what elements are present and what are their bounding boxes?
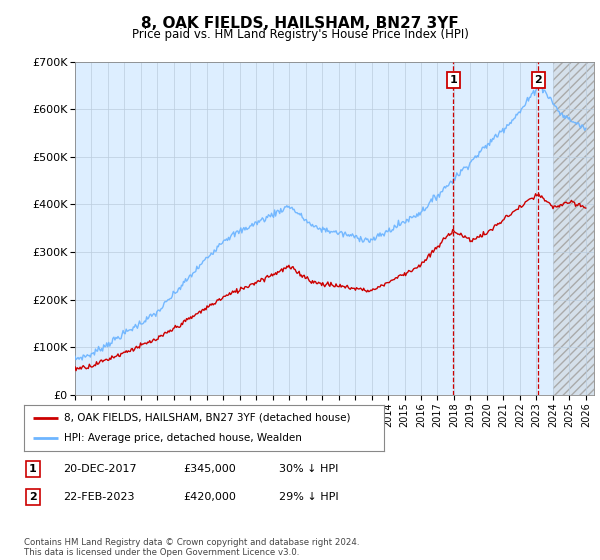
Text: 20-DEC-2017: 20-DEC-2017	[63, 464, 137, 474]
Text: 1: 1	[29, 464, 37, 474]
Text: Contains HM Land Registry data © Crown copyright and database right 2024.
This d: Contains HM Land Registry data © Crown c…	[24, 538, 359, 557]
Text: HPI: Average price, detached house, Wealden: HPI: Average price, detached house, Weal…	[64, 433, 301, 443]
Text: £345,000: £345,000	[183, 464, 236, 474]
Text: £420,000: £420,000	[183, 492, 236, 502]
Text: 29% ↓ HPI: 29% ↓ HPI	[279, 492, 338, 502]
Text: 1: 1	[449, 75, 457, 85]
Text: 2: 2	[535, 75, 542, 85]
Text: 2: 2	[29, 492, 37, 502]
Text: 22-FEB-2023: 22-FEB-2023	[63, 492, 134, 502]
Text: 30% ↓ HPI: 30% ↓ HPI	[279, 464, 338, 474]
Text: 8, OAK FIELDS, HAILSHAM, BN27 3YF (detached house): 8, OAK FIELDS, HAILSHAM, BN27 3YF (detac…	[64, 413, 350, 423]
Text: 8, OAK FIELDS, HAILSHAM, BN27 3YF: 8, OAK FIELDS, HAILSHAM, BN27 3YF	[141, 16, 459, 31]
Bar	[553, 62, 594, 395]
Text: Price paid vs. HM Land Registry's House Price Index (HPI): Price paid vs. HM Land Registry's House …	[131, 28, 469, 41]
Bar	[553, 62, 594, 395]
